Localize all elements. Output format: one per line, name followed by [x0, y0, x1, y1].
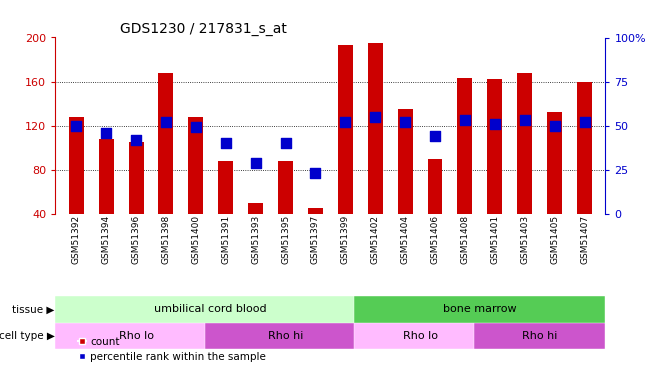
- Text: bone marrow: bone marrow: [443, 304, 517, 314]
- Point: [71, 123, 81, 129]
- Point: [370, 114, 380, 120]
- Bar: [188, 117, 203, 214]
- Bar: [69, 117, 84, 214]
- Bar: [248, 203, 263, 214]
- Text: Rho lo: Rho lo: [118, 331, 154, 340]
- Text: GDS1230 / 217831_s_at: GDS1230 / 217831_s_at: [120, 22, 287, 36]
- Point: [221, 140, 231, 146]
- Bar: [218, 161, 233, 214]
- Bar: [518, 73, 532, 214]
- Point: [161, 119, 171, 125]
- Point: [340, 119, 350, 125]
- Bar: [129, 142, 143, 214]
- Point: [251, 160, 261, 166]
- Bar: [547, 112, 562, 214]
- Legend: count, percentile rank within the sample: count, percentile rank within the sample: [74, 333, 270, 366]
- Text: cell type ▶: cell type ▶: [0, 331, 55, 340]
- Bar: [458, 78, 473, 214]
- Bar: [308, 208, 323, 214]
- Point: [549, 123, 560, 129]
- Bar: [398, 109, 413, 214]
- Text: Rho lo: Rho lo: [402, 331, 437, 340]
- Bar: [55, 322, 217, 349]
- Point: [430, 133, 440, 139]
- Bar: [99, 139, 114, 214]
- Bar: [488, 80, 503, 214]
- Point: [400, 119, 410, 125]
- Bar: [278, 161, 293, 214]
- Text: umbilical cord blood: umbilical cord blood: [154, 304, 267, 314]
- Bar: [338, 45, 353, 214]
- Bar: [354, 296, 605, 322]
- Bar: [428, 159, 443, 214]
- Bar: [354, 322, 486, 349]
- Point: [460, 117, 470, 123]
- Point: [579, 119, 590, 125]
- Point: [311, 170, 321, 176]
- Point: [101, 130, 111, 136]
- Point: [131, 137, 141, 143]
- Text: tissue ▶: tissue ▶: [12, 304, 55, 314]
- Point: [519, 117, 530, 123]
- Bar: [55, 296, 367, 322]
- Text: Rho hi: Rho hi: [522, 331, 557, 340]
- Bar: [577, 82, 592, 214]
- Bar: [368, 43, 383, 214]
- Bar: [205, 322, 367, 349]
- Bar: [158, 73, 173, 214]
- Point: [281, 140, 291, 146]
- Point: [191, 124, 201, 130]
- Point: [490, 121, 500, 127]
- Text: Rho hi: Rho hi: [268, 331, 303, 340]
- Bar: [474, 322, 605, 349]
